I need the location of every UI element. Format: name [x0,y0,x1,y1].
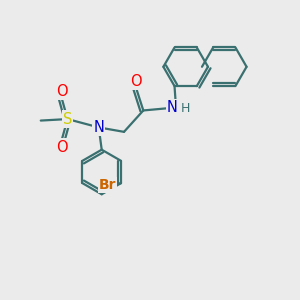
Text: O: O [56,84,68,99]
Text: Br: Br [99,178,116,192]
Text: N: N [93,120,104,135]
Text: O: O [56,140,68,154]
Text: H: H [181,103,190,116]
Text: S: S [63,112,72,127]
Text: N: N [167,100,178,115]
Text: O: O [130,74,142,89]
